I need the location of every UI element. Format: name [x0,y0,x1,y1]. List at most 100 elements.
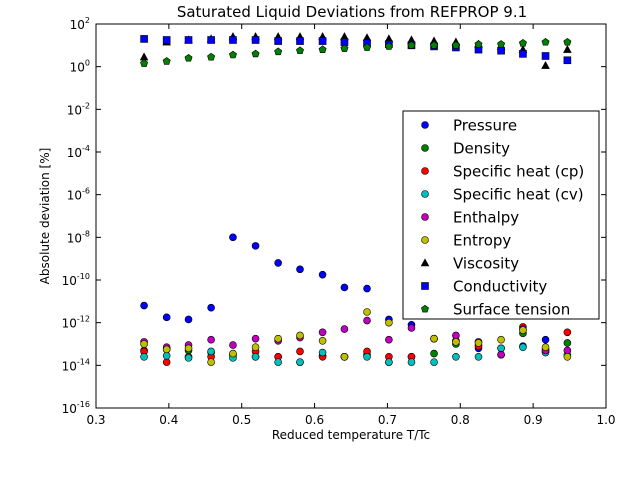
point-surface-tension [563,37,572,46]
legend-marker-density [421,144,429,152]
point-specific-heat-cv [497,344,505,353]
point-viscosity [139,52,149,61]
legend-marker-entropy [421,236,429,244]
y-tick-label: 10-4 [67,144,90,160]
legend-marker-conductivity [421,282,429,290]
point-enthalpy [207,335,215,344]
point-entropy [541,343,550,352]
point-enthalpy [385,335,393,344]
legend-label-entropy: Entropy [453,232,511,250]
y-tick-exponent: -4 [82,144,90,153]
point-specific-heat-cp [563,328,572,337]
x-tick-label: 1.0 [596,413,615,427]
point-surface-tension [474,40,483,48]
y-axis: 10-1610-1410-1210-1010-810-610-410-21001… [62,16,606,416]
point-entropy [251,343,260,352]
point-surface-tension [363,43,371,51]
y-tick-exponent: -2 [82,101,90,110]
point-conductivity [541,52,550,60]
point-entropy [207,358,215,366]
point-specific-heat-cp [162,358,171,366]
point-conductivity [140,35,148,43]
y-tick-label: 100 [70,59,90,75]
point-surface-tension [184,53,193,62]
point-specific-heat-cv [474,352,483,361]
point-surface-tension [451,41,460,49]
legend-label-conductivity: Conductivity [453,278,547,296]
legend-marker-pressure [421,121,429,129]
point-specific-heat-cv [363,352,371,361]
legend-marker-specific-heat-cv [421,190,429,198]
point-pressure [140,301,148,310]
point-conductivity [296,37,304,45]
y-tick-exponent: 0 [85,59,90,68]
point-surface-tension [384,42,393,50]
point-surface-tension [430,41,439,49]
x-axis-label: Reduced temperature T/Tc [272,428,430,442]
point-conductivity [207,36,215,44]
x-axis: 0.3 0.4 0.5 0.6 0.7 0.8 0.9 1.0 [86,24,616,427]
y-tick-base: 10 [70,61,85,75]
point-specific-heat-cv [184,354,193,362]
plot-frame [95,23,607,409]
point-enthalpy [452,331,460,340]
y-tick-base: 10 [67,231,82,245]
legend-marker-specific-heat-cp [421,167,429,175]
legend-label-surface-tension: Surface tension [453,301,570,319]
y-tick-base: 10 [62,317,77,331]
point-entropy [274,334,282,343]
y-tick-label: 10-6 [67,187,90,203]
point-pressure [296,265,304,274]
point-entropy [430,334,438,343]
point-entropy [497,335,505,344]
point-entropy [162,345,171,354]
point-conductivity [519,50,527,58]
y-tick-base: 10 [67,103,82,117]
point-entropy [363,308,371,316]
x-tick-label: 0.7 [378,413,397,427]
point-density [563,339,572,347]
y-tick-exponent: -10 [77,272,90,281]
chart-title: Saturated Liquid Deviations from REFPROP… [177,3,527,21]
point-specific-heat-cv [207,347,215,356]
y-tick-label: 102 [70,16,90,32]
y-tick-base: 10 [67,146,82,160]
point-specific-heat-cv [452,352,460,361]
y-tick-label: 10-16 [62,400,90,416]
point-entropy [229,349,237,358]
point-surface-tension [296,46,304,55]
x-tick-label: 0.4 [159,413,178,427]
point-specific-heat-cv [140,352,148,361]
point-specific-heat-cv [296,358,304,366]
y-tick-exponent: -16 [77,400,90,409]
legend-label-enthalpy: Enthalpy [453,209,519,227]
point-surface-tension [497,40,506,48]
point-surface-tension [340,44,349,52]
x-tick-label: 0.5 [232,413,251,427]
point-enthalpy [363,316,371,325]
point-surface-tension [207,52,216,61]
point-specific-heat-cv [274,358,282,366]
point-conductivity [251,36,260,44]
legend-label-viscosity: Viscosity [453,255,519,273]
point-entropy [340,352,349,361]
point-conductivity [497,46,505,55]
point-surface-tension [407,41,416,49]
point-pressure [162,313,171,322]
legend-label-specific-heat-cp: Specific heat (cp) [453,163,584,181]
point-entropy [296,331,304,340]
point-pressure [229,233,237,242]
point-pressure [184,315,193,324]
legend-label-density: Density [453,140,510,158]
point-enthalpy [563,346,572,355]
point-surface-tension [518,39,527,47]
point-surface-tension [318,45,327,53]
y-tick-label: 10-8 [67,229,90,245]
y-tick-base: 10 [70,18,85,32]
point-entropy [474,339,483,347]
point-surface-tension [140,59,149,67]
point-specific-heat-cv [519,343,527,352]
point-enthalpy [497,350,505,359]
point-surface-tension [251,49,260,58]
